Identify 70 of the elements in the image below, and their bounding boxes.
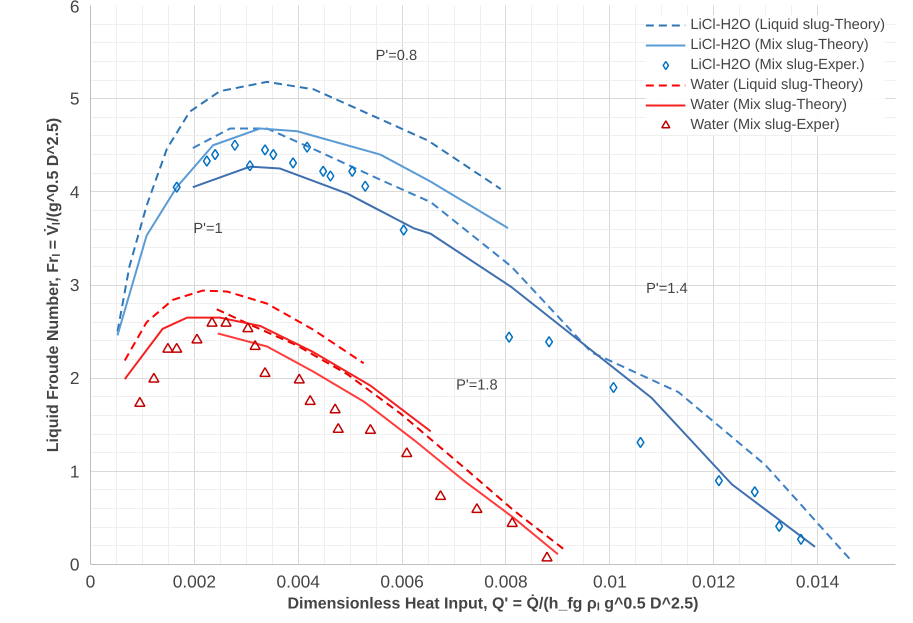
y-tick-label: 2 <box>70 368 80 388</box>
x-tick-label: 0.002 <box>172 572 216 592</box>
point <box>505 331 514 343</box>
annotation: P'=0.8 <box>376 48 418 64</box>
point <box>348 166 356 178</box>
point <box>134 396 146 407</box>
point <box>471 503 483 514</box>
y-tick-label: 3 <box>70 275 80 295</box>
x-axis-title: Dimensionless Heat Input, Q' = Q̇/(h_fg ρₗ g^0.5 D^2.5) <box>287 594 699 612</box>
point <box>326 170 335 182</box>
y-axis-title: Liquid Froude Number, Frₗ = V̇ₗ/(g^0.5 D^2.5) <box>44 118 62 452</box>
y-tick-label: 0 <box>70 554 80 574</box>
annotation: P'=1.4 <box>646 280 688 297</box>
point <box>609 382 618 394</box>
point <box>206 316 218 327</box>
point <box>401 447 413 458</box>
line-series <box>116 80 502 333</box>
x-tick-label: 0.004 <box>276 572 320 592</box>
point <box>249 340 261 350</box>
y-tick-label: 6 <box>70 0 80 16</box>
point <box>148 372 160 383</box>
x-tick-label: 0.01 <box>592 572 627 592</box>
point <box>541 551 553 562</box>
point <box>269 148 278 160</box>
point <box>246 160 254 172</box>
legend-label: LiCl-H2O (Liquid slug-Theory) <box>690 17 885 33</box>
point <box>361 180 370 192</box>
point <box>294 374 306 384</box>
line-series <box>124 290 365 364</box>
point <box>302 141 312 153</box>
point <box>170 342 182 353</box>
point <box>162 342 174 353</box>
point <box>364 424 376 434</box>
point <box>545 336 554 348</box>
y-tick-label: 5 <box>70 88 80 109</box>
point <box>304 394 316 406</box>
point <box>400 224 408 236</box>
point <box>211 148 220 160</box>
point <box>191 333 203 344</box>
point <box>172 181 181 193</box>
point <box>220 316 232 327</box>
point <box>242 322 254 332</box>
point <box>434 490 446 500</box>
line-series <box>124 316 432 432</box>
point <box>332 422 344 434</box>
point <box>260 144 270 156</box>
y-tick-label: 1 <box>70 461 80 482</box>
x-tick-label: 0.014 <box>796 572 840 592</box>
y-tick-label: 4 <box>70 182 80 202</box>
point <box>714 474 724 486</box>
point <box>506 516 518 528</box>
x-tick-label: 0.006 <box>380 572 424 592</box>
point <box>329 403 341 414</box>
x-tick-label: 0.008 <box>484 572 528 592</box>
point <box>319 166 328 178</box>
x-tick-label: 0 <box>86 572 96 592</box>
annotation: P'=1 <box>193 221 223 238</box>
legend-label: LiCl-H2O (Mix slug-Exper.) <box>690 57 865 73</box>
point <box>259 366 271 378</box>
point <box>230 140 239 151</box>
point <box>202 155 211 167</box>
legend-label: Water (Liquid slug-Theory) <box>690 77 864 93</box>
point <box>636 436 645 448</box>
annotation: P'=1.8 <box>456 378 498 394</box>
x-tick-label: 0.012 <box>692 572 736 592</box>
legend-label: LiCl-H2O (Mix slug-Theory) <box>690 37 869 53</box>
line-series <box>116 127 510 336</box>
legend-label: Water (Mix slug-Exper) <box>690 117 840 133</box>
legend-label: Water (Mix slug-Theory) <box>690 97 847 113</box>
point <box>288 157 298 169</box>
